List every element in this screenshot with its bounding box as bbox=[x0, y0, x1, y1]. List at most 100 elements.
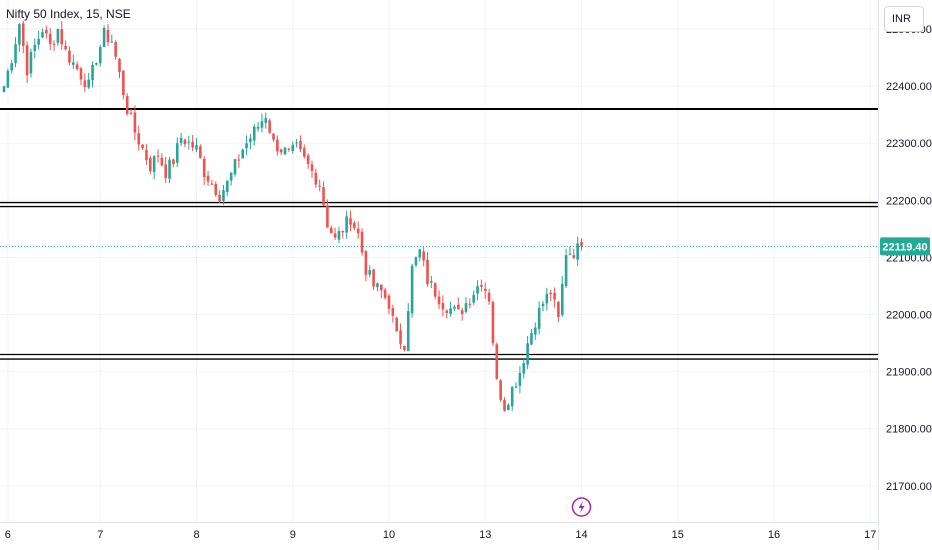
candle-body bbox=[149, 157, 152, 172]
candle-body bbox=[114, 42, 117, 57]
candle-body bbox=[141, 144, 144, 149]
candle-body bbox=[545, 293, 549, 304]
candle-body bbox=[64, 45, 67, 50]
time-tick-label: 15 bbox=[672, 529, 684, 541]
candle-body bbox=[137, 133, 141, 145]
candle-body bbox=[25, 45, 29, 76]
candle-body bbox=[276, 139, 279, 152]
candle-body bbox=[345, 216, 348, 233]
time-tick-label: 13 bbox=[479, 529, 491, 541]
candle-body bbox=[518, 373, 522, 386]
currency-button[interactable]: INR bbox=[884, 6, 924, 32]
candle-body bbox=[37, 38, 40, 45]
candle-body bbox=[564, 255, 568, 286]
candle-body bbox=[56, 29, 60, 43]
candle-body bbox=[526, 343, 529, 365]
candle-body bbox=[349, 218, 352, 225]
candle-body bbox=[360, 231, 364, 253]
price-tick-label: 21800.00 bbox=[886, 424, 932, 436]
candle-body bbox=[329, 227, 333, 234]
candle-body bbox=[472, 294, 475, 303]
candle-body bbox=[376, 283, 379, 288]
candlestick-series bbox=[2, 19, 583, 412]
candle-body bbox=[129, 112, 133, 114]
candle-body bbox=[195, 145, 198, 150]
candle-body bbox=[152, 156, 156, 173]
candle-body bbox=[522, 363, 526, 374]
candle-body bbox=[187, 141, 191, 143]
candle-body bbox=[14, 44, 17, 64]
candle-body bbox=[457, 304, 460, 310]
candle-body bbox=[122, 70, 125, 96]
candle-body bbox=[318, 185, 321, 187]
time-tick-label: 16 bbox=[768, 529, 780, 541]
candle-body bbox=[541, 303, 545, 307]
candle-body bbox=[557, 301, 560, 317]
candle-body bbox=[156, 155, 160, 157]
time-axis[interactable]: 6 7 8 9 10 13 14 15 16 17 bbox=[5, 529, 877, 541]
candle-body bbox=[210, 183, 214, 185]
price-tick-label: 22400.00 bbox=[886, 81, 932, 93]
candle-body bbox=[268, 120, 271, 133]
price-axis[interactable]: 22500.0022400.0022300.0022200.0022100.00… bbox=[886, 24, 932, 493]
candle-body bbox=[553, 293, 556, 300]
last-price-value: 22119.40 bbox=[882, 241, 927, 253]
candle-body bbox=[430, 281, 433, 283]
candle-body bbox=[491, 301, 495, 344]
candle-body bbox=[245, 143, 248, 149]
candle-body bbox=[175, 143, 179, 163]
event-marker[interactable] bbox=[571, 497, 592, 517]
candle-body bbox=[168, 159, 171, 179]
candle-body bbox=[303, 148, 306, 157]
candle-body bbox=[164, 164, 167, 178]
candle-body bbox=[326, 205, 329, 228]
candle-body bbox=[399, 330, 402, 344]
candle-body bbox=[272, 133, 275, 140]
candle-body bbox=[499, 380, 502, 400]
candle-body bbox=[510, 386, 514, 407]
candle-body bbox=[487, 292, 491, 302]
candle-body bbox=[483, 288, 487, 291]
candle-body bbox=[299, 140, 302, 150]
candle-body bbox=[403, 345, 406, 351]
candle-body bbox=[495, 344, 499, 379]
candle-body bbox=[572, 255, 576, 258]
candle-body bbox=[179, 137, 183, 144]
candle-body bbox=[214, 183, 218, 195]
candle-body bbox=[460, 310, 464, 315]
time-tick-label: 7 bbox=[97, 529, 103, 541]
candle-body bbox=[48, 33, 52, 44]
candle-body bbox=[341, 230, 345, 233]
candle-body bbox=[387, 295, 391, 309]
price-tick-label: 22200.00 bbox=[886, 195, 932, 207]
candle-body bbox=[426, 259, 429, 285]
candle-body bbox=[72, 62, 75, 65]
candle-body bbox=[333, 233, 337, 238]
grid-lines bbox=[0, 0, 879, 550]
candle-body bbox=[60, 29, 64, 45]
candle-body bbox=[537, 307, 541, 329]
price-tick-label: 22100.00 bbox=[886, 252, 932, 264]
candle-body bbox=[33, 44, 37, 51]
candle-body bbox=[306, 155, 310, 164]
candle-body bbox=[106, 29, 110, 43]
candle-body bbox=[191, 141, 194, 148]
candle-body bbox=[2, 86, 6, 92]
price-tick-label: 22000.00 bbox=[886, 310, 932, 322]
candle-body bbox=[237, 159, 241, 161]
candle-body bbox=[125, 96, 129, 114]
candle-body bbox=[514, 386, 518, 388]
candle-body bbox=[353, 222, 356, 229]
candle-body bbox=[283, 147, 287, 155]
candle-body bbox=[576, 243, 579, 260]
candle-body bbox=[391, 308, 395, 316]
candle-body bbox=[45, 30, 48, 34]
candle-body bbox=[322, 187, 325, 206]
candle-body bbox=[10, 63, 13, 71]
last-price-badge bbox=[880, 237, 930, 256]
candle-body bbox=[507, 404, 510, 410]
candle-body bbox=[453, 306, 456, 309]
candle-body bbox=[21, 23, 25, 47]
candle-body bbox=[337, 231, 341, 240]
